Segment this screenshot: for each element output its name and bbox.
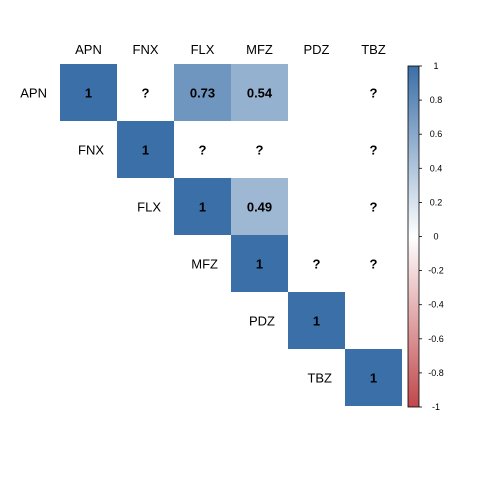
- row-label-apn: APN: [20, 86, 47, 101]
- colorbar-tick-label: -0.8: [428, 368, 444, 378]
- column-label-pdz: PDZ: [304, 42, 330, 57]
- cell-label-apn-flx: 0.73: [190, 86, 215, 101]
- column-label-apn: APN: [75, 42, 102, 57]
- colorbar-tick-label: -0.4: [428, 300, 444, 310]
- colorbar-tick-label: 0.6: [430, 129, 443, 139]
- column-label-flx: FLX: [191, 42, 215, 57]
- colorbar: 1 0.8 0.6 0.4 0.2 0 -0.2 -0.4 -0.6 -0.8 -1: [408, 61, 444, 412]
- cell-label-flx-flx: 1: [199, 200, 206, 215]
- column-label-fnx: FNX: [133, 42, 159, 57]
- column-label-tbz: TBZ: [361, 42, 386, 57]
- colorbar-tick-label: 1: [433, 61, 438, 71]
- cell-label-pdz-pdz: 1: [313, 314, 320, 329]
- cell-label-mfz-mfz: 1: [256, 257, 263, 272]
- cell-label-mfz-tbz: ?: [370, 257, 378, 272]
- colorbar-tick-label: 0.2: [430, 197, 443, 207]
- cell-label-apn-apn: 1: [85, 86, 92, 101]
- cell-label-fnx-flx: ?: [199, 143, 207, 158]
- column-labels: APN FNX FLX MFZ PDZ TBZ: [75, 42, 386, 57]
- cell-label-fnx-fnx: 1: [142, 143, 149, 158]
- cell-label-apn-mfz: 0.54: [247, 86, 273, 101]
- row-label-pdz: PDZ: [249, 314, 275, 329]
- cell-label-flx-mfz: 0.49: [247, 200, 272, 215]
- cell-label-mfz-pdz: ?: [313, 257, 321, 272]
- colorbar-gradient: [408, 66, 419, 407]
- colorbar-tick-label: 0: [433, 232, 438, 242]
- heatmap-cells: 1? 0.73 0.54 ? 1?? ? 1 0.49 ? 1? ? 1 1: [60, 64, 402, 406]
- colorbar-tick-label: -1: [432, 402, 440, 412]
- row-label-tbz: TBZ: [307, 371, 332, 386]
- cell-label-apn-fnx: ?: [142, 86, 150, 101]
- colorbar-tick-label: 0.4: [430, 163, 443, 173]
- column-label-mfz: MFZ: [246, 42, 273, 57]
- colorbar-tick-label: 0.8: [430, 95, 443, 105]
- cell-label-tbz-tbz: 1: [370, 371, 377, 386]
- colorbar-tick-label: -0.6: [428, 334, 444, 344]
- cell-label-apn-tbz: ?: [370, 86, 378, 101]
- row-label-fnx: FNX: [78, 143, 104, 158]
- cell-label-fnx-mfz: ?: [256, 143, 264, 158]
- row-label-mfz: MFZ: [191, 257, 218, 272]
- cell-label-flx-tbz: ?: [370, 200, 378, 215]
- row-label-flx: FLX: [137, 200, 161, 215]
- colorbar-tick-label: -0.2: [428, 266, 444, 276]
- cell-label-fnx-tbz: ?: [370, 143, 378, 158]
